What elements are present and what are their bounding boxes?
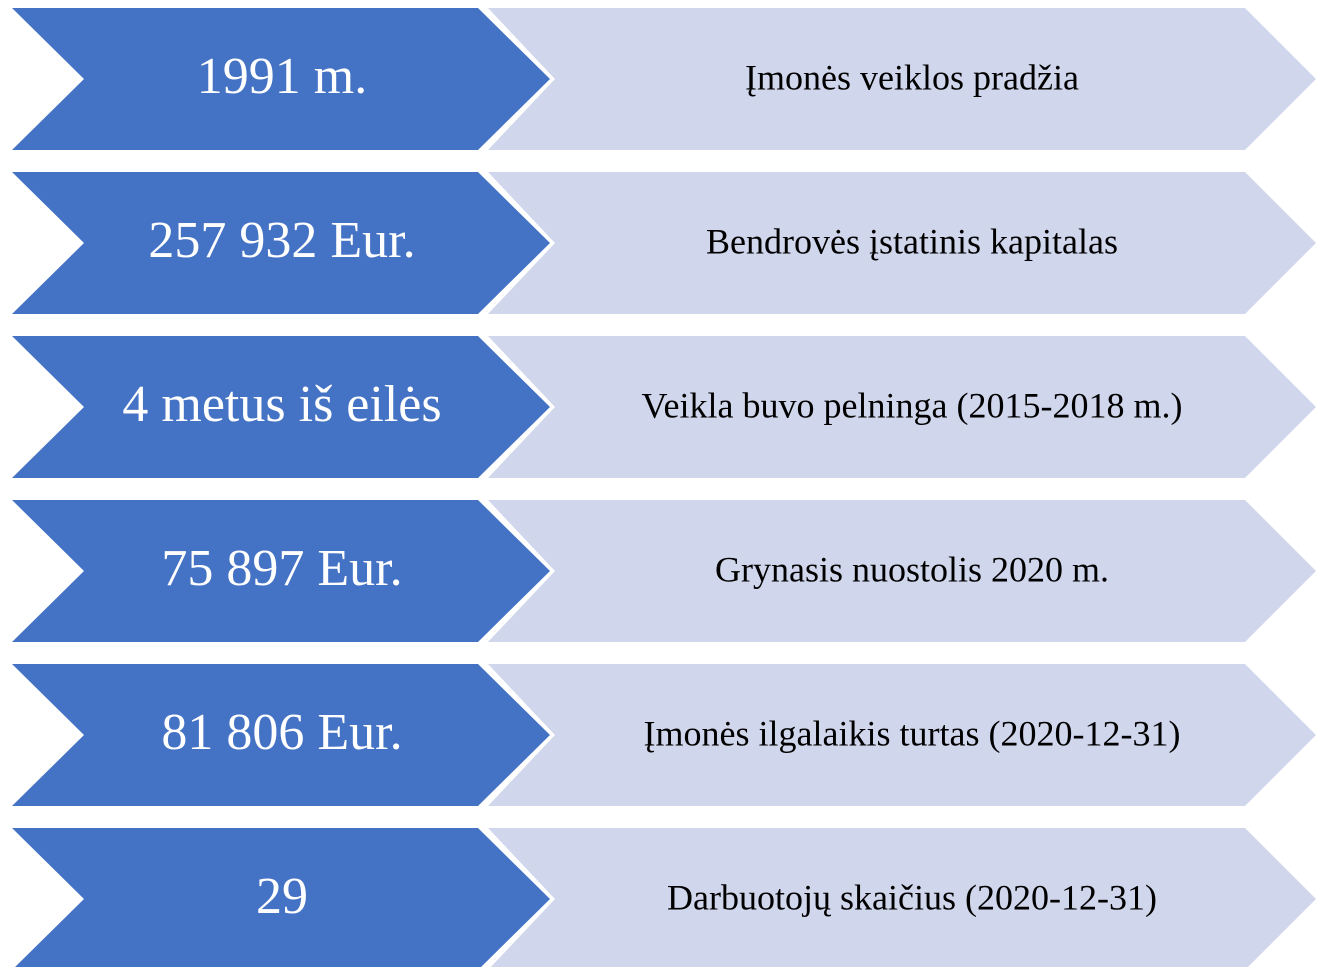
label-text: Veikla buvo pelninga (2015-2018 m.) [642,385,1183,425]
value-text: 29 [256,868,308,925]
value-text: 257 932 Eur. [148,212,415,269]
value-text: 4 metus iš eilės [122,376,441,433]
label-text: Įmonės veiklos pradžia [745,57,1079,97]
value-text: 81 806 Eur. [161,704,402,761]
label-text: Grynasis nuostolis 2020 m. [715,549,1109,589]
label-text: Įmonės ilgalaikis turtas (2020-12-31) [644,713,1181,753]
label-arrow [488,500,1316,642]
label-text: Darbuotojų skaičius (2020-12-31) [667,877,1157,917]
value-chevron [12,336,550,478]
label-arrow [488,828,1316,967]
value-chevron [12,664,550,806]
value-chevron [12,172,550,314]
label-arrow [488,172,1316,314]
label-arrow [488,336,1316,478]
value-text: 75 897 Eur. [161,540,402,597]
label-arrow [488,664,1316,806]
value-chevron [12,8,550,150]
label-arrow [488,8,1316,150]
value-chevron [12,500,550,642]
value-chevron [12,828,550,967]
label-text: Bendrovės įstatinis kapitalas [706,221,1118,261]
value-text: 1991 m. [197,48,367,105]
